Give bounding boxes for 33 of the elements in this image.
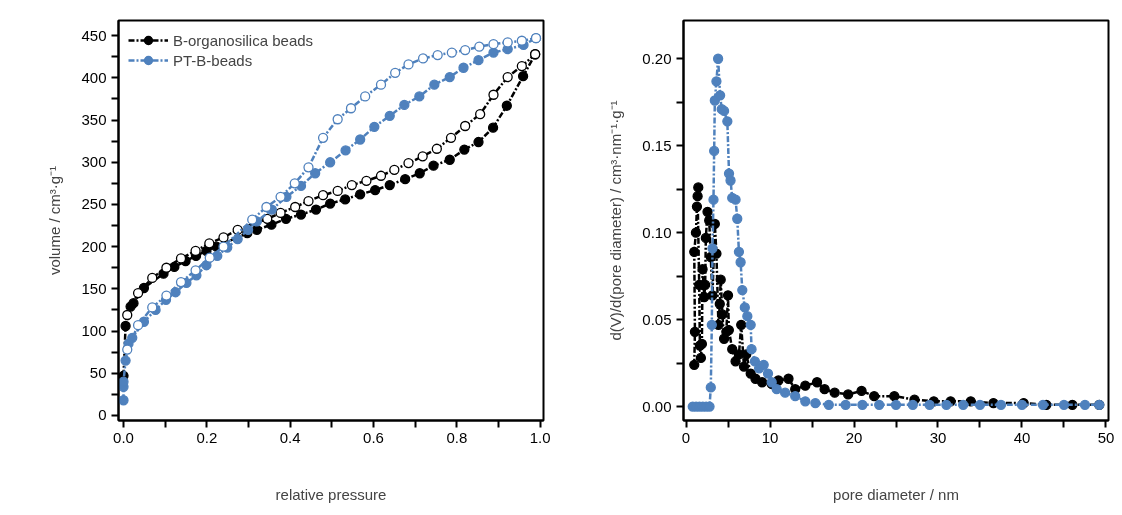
y-tick-label: 0.10: [642, 223, 672, 241]
x-tick-label: 0.2: [196, 428, 218, 446]
x-tick-label: 0.8: [446, 428, 468, 446]
x-tick-label: 0.0: [113, 428, 134, 446]
x-axis-title: pore diameter / nm: [833, 485, 959, 503]
y-tick-label: 0.20: [642, 49, 672, 67]
x-tick-label: 1.0: [529, 428, 551, 446]
y-tick-label: 450: [81, 26, 107, 44]
x-tick-label: 10: [761, 428, 779, 446]
x-tick-label: 20: [845, 428, 863, 446]
legend-label: PT-B-beads: [173, 51, 253, 69]
y-axis-title: volume / cm³·g⁻¹: [46, 165, 64, 276]
y-tick-label: 400: [81, 68, 107, 86]
y-tick-label: 250: [81, 195, 107, 213]
y-tick-label: 0.05: [642, 310, 672, 328]
y-tick-label: 0.15: [642, 136, 672, 154]
legend-label: B-organosilica beads: [173, 31, 314, 49]
x-tick-label: 30: [929, 428, 947, 446]
x-tick-label: 0.6: [363, 428, 384, 446]
x-tick-label: 0.4: [279, 428, 301, 446]
y-axis-title: d(V)/d(pore diameter) / cm³·nm⁻¹·g⁻¹: [607, 100, 625, 341]
y-tick-label: 150: [81, 279, 107, 297]
x-tick-label: 40: [1013, 428, 1031, 446]
y-tick-label: 0: [98, 406, 107, 424]
x-tick-label: 0: [681, 428, 691, 446]
x-axis-title: relative pressure: [275, 485, 387, 503]
y-tick-label: 300: [81, 153, 107, 171]
y-tick-label: 100: [81, 322, 107, 340]
y-tick-label: 350: [81, 111, 107, 129]
x-tick-label: 50: [1097, 428, 1115, 446]
y-tick-label: 200: [81, 237, 107, 255]
y-tick-label: 0.00: [642, 397, 672, 415]
y-tick-label: 50: [89, 364, 107, 382]
